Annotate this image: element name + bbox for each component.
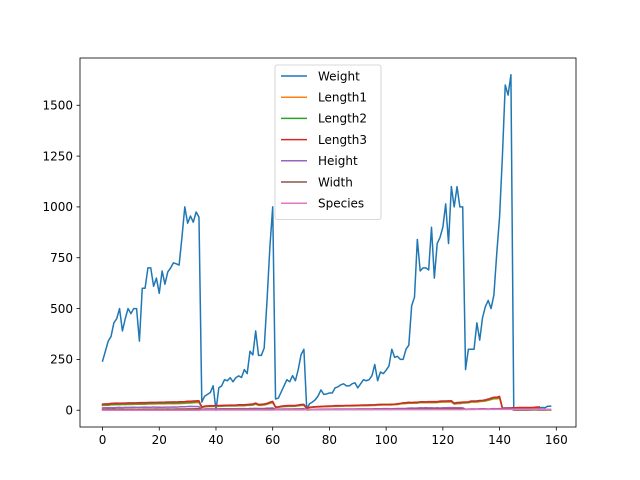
legend-entry-label: Length2	[318, 112, 367, 126]
x-axis: 0 20 40 60 80 100 120 140 160	[99, 427, 568, 447]
x-tick-label: 120	[431, 433, 454, 447]
y-tick-label: 0	[65, 404, 73, 418]
legend: Weight Length1 Length2 Length3 Height Width Sp…	[274, 64, 382, 220]
x-tick-label: 60	[265, 433, 280, 447]
legend-entry-label: Length3	[318, 133, 367, 147]
y-tick-label: 250	[50, 353, 73, 367]
plot-area	[79, 57, 577, 428]
y-tick-label: 1000	[42, 200, 73, 214]
axes-frame	[79, 57, 577, 428]
legend-entry-label: Species	[318, 197, 364, 211]
legend-entry-label: Weight	[318, 69, 360, 83]
series-line-weight	[101, 74, 552, 411]
x-tick-label: 140	[488, 433, 511, 447]
x-tick-label: 80	[322, 433, 337, 447]
y-tick-label: 1250	[42, 149, 73, 163]
legend-entry-label: Length1	[318, 91, 367, 105]
x-tick-label: 20	[152, 433, 167, 447]
legend-entry-label: Height	[318, 154, 358, 168]
y-tick-label: 750	[50, 251, 73, 265]
x-tick-label: 0	[99, 433, 107, 447]
x-tick-label: 100	[375, 433, 398, 447]
series-line-length3	[101, 395, 541, 410]
x-tick-label: 160	[545, 433, 568, 447]
legend-box	[274, 64, 382, 220]
legend-entry-label: Width	[318, 175, 353, 189]
x-tick-label: 40	[208, 433, 223, 447]
y-tick-label: 1500	[42, 99, 73, 113]
series-line-species	[101, 408, 552, 411]
y-tick-label: 500	[50, 302, 73, 316]
y-axis: 0 250 500 750 1000 1250 1500	[42, 99, 80, 418]
